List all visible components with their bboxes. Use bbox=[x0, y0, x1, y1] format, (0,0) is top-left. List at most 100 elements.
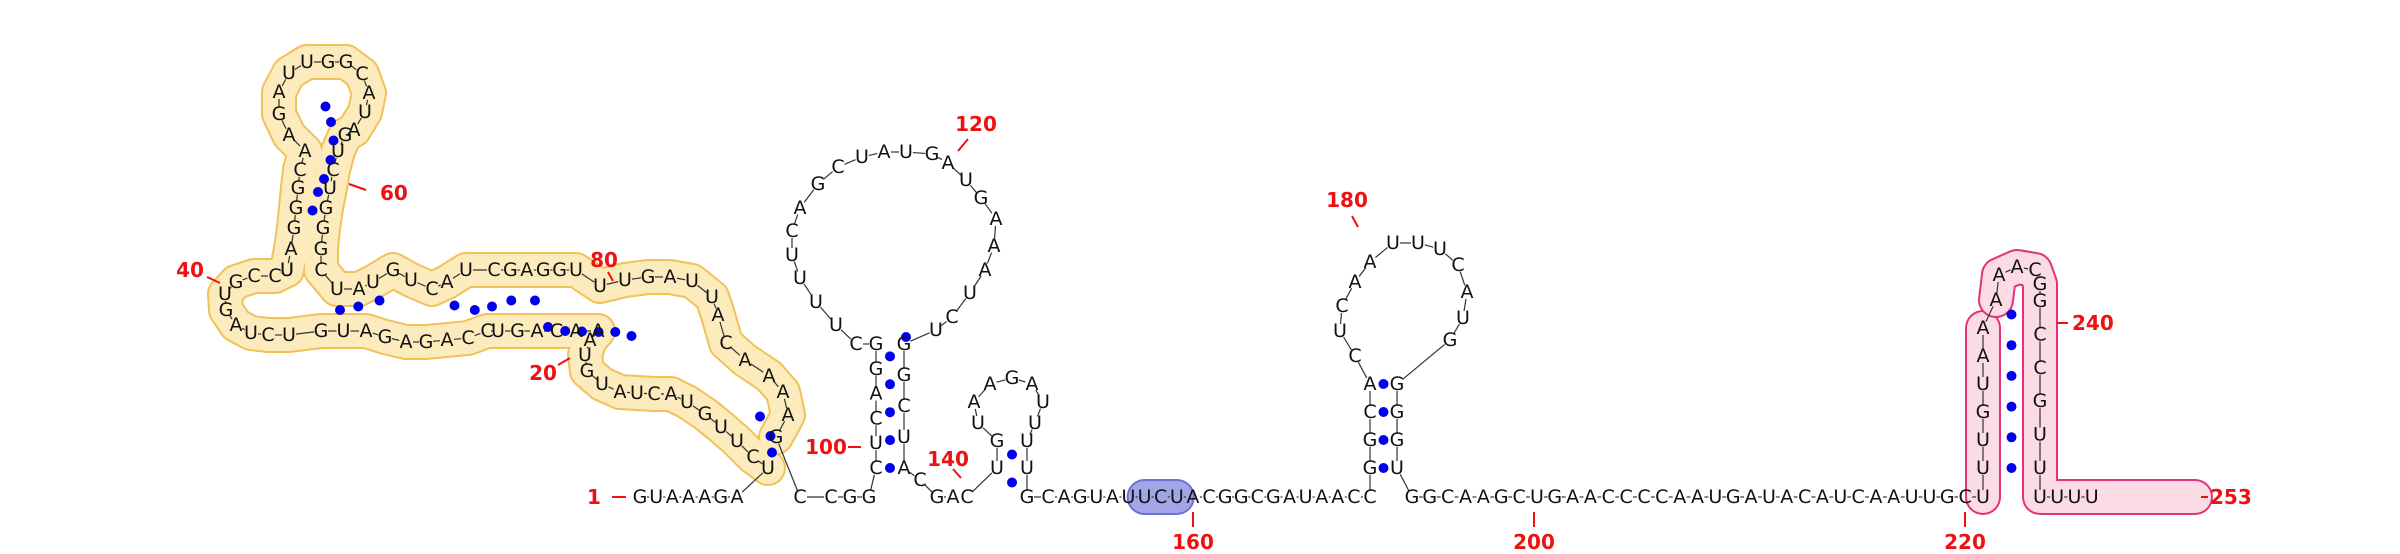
base-pair-dot bbox=[2006, 370, 2017, 381]
nucleotide-64: A bbox=[348, 119, 361, 141]
nucleotide-9: C bbox=[746, 446, 759, 468]
nucleotide-49: G bbox=[287, 217, 302, 239]
position-tick-180 bbox=[1351, 215, 1359, 228]
nucleotide-205: C bbox=[1602, 486, 1615, 508]
backbone-link bbox=[710, 417, 716, 424]
backbone-link bbox=[347, 131, 352, 134]
backbone-link bbox=[296, 194, 298, 202]
nucleotide-25: A bbox=[531, 320, 544, 342]
backbone-link bbox=[453, 338, 462, 340]
nucleotide-200: C bbox=[1512, 486, 1525, 508]
backbone-link bbox=[730, 347, 741, 356]
nucleotide-122: G bbox=[925, 143, 940, 165]
backbone-link bbox=[783, 398, 788, 409]
position-tick-40 bbox=[206, 276, 221, 284]
nucleotide-159: U bbox=[1138, 486, 1152, 508]
nucleotide-78: C bbox=[425, 278, 438, 300]
backbone-link bbox=[676, 277, 686, 281]
nucleotide-192: G bbox=[1390, 429, 1405, 451]
base-pair-dot bbox=[2006, 432, 2017, 443]
backbone-link bbox=[592, 334, 596, 337]
nucleotide-75: U bbox=[366, 271, 380, 293]
nucleotide-81: C bbox=[487, 259, 500, 281]
nucleotide-173: C bbox=[1363, 486, 1376, 508]
backbone-link bbox=[909, 471, 915, 477]
nucleotide-162: A bbox=[1186, 486, 1199, 508]
nucleotide-227: U bbox=[1976, 457, 1990, 479]
base-pair-dot bbox=[1007, 449, 1017, 460]
nucleotide-222: U bbox=[1905, 486, 1919, 508]
nucleotide-110: C bbox=[849, 333, 862, 355]
nucleotide-5: A bbox=[698, 486, 711, 508]
nucleotide-31: G bbox=[419, 331, 434, 353]
base-pair-dot bbox=[1378, 407, 1389, 417]
backbone-link bbox=[581, 273, 595, 283]
nucleotide-103: G bbox=[862, 486, 877, 508]
backbone-link bbox=[229, 315, 233, 320]
nucleotide-182: A bbox=[1364, 251, 1377, 273]
base-pair-dot bbox=[328, 135, 339, 146]
position-label-240: 240 bbox=[2072, 311, 2114, 335]
nucleotide-94: C bbox=[719, 332, 732, 354]
nucleotide-12: G bbox=[698, 403, 713, 425]
position-label-20: 20 bbox=[529, 361, 557, 385]
base-pair-layer bbox=[307, 101, 2017, 488]
nucleotide-225: C bbox=[1959, 486, 1972, 508]
base-pair-dot bbox=[755, 411, 765, 422]
nucleotide-183: U bbox=[1386, 232, 1400, 254]
nucleotide-51: G bbox=[291, 177, 306, 199]
nucleotide-203: A bbox=[1566, 486, 1579, 508]
backbone-link bbox=[2023, 267, 2029, 270]
nucleotide-71: G bbox=[314, 238, 329, 260]
nucleotide-83: A bbox=[520, 259, 533, 281]
backbone-link bbox=[697, 284, 707, 294]
nucleotide-176: C bbox=[1363, 401, 1376, 423]
base-pair-dot bbox=[901, 332, 911, 342]
nucleotide-212: G bbox=[1726, 486, 1741, 508]
nucleotide-177: A bbox=[1364, 373, 1377, 395]
nucleotide-117: G bbox=[811, 173, 826, 195]
nucleotide-209: A bbox=[1673, 486, 1686, 508]
nucleotide-241: G bbox=[2033, 390, 2048, 412]
nucleotide-86: U bbox=[569, 259, 583, 281]
nucleotide-17: A bbox=[614, 381, 627, 403]
nucleotide-236: C bbox=[2028, 259, 2041, 281]
nucleotide-90: A bbox=[664, 266, 677, 288]
nucleotide-57: U bbox=[282, 62, 296, 84]
nucleotide-68: U bbox=[323, 177, 337, 199]
nucleotide-97: A bbox=[777, 381, 790, 403]
backbone-link bbox=[676, 396, 682, 400]
nucleotide-240: C bbox=[2033, 357, 2046, 379]
backbone-link bbox=[340, 141, 343, 145]
backbone-link bbox=[912, 151, 926, 155]
backbone-link bbox=[1985, 306, 1994, 322]
base-pair-dot bbox=[2006, 309, 2017, 320]
backbone-link bbox=[1463, 298, 1467, 312]
nucleotide-247: U bbox=[2085, 486, 2099, 508]
base-pair-dot bbox=[335, 305, 345, 315]
nucleotide-48: A bbox=[285, 238, 298, 260]
base-pair-dot bbox=[1378, 463, 1389, 473]
base-pair-dot bbox=[506, 295, 517, 306]
nucleotide-232: A bbox=[1977, 317, 1990, 339]
nucleotide-55: G bbox=[272, 103, 287, 125]
position-label-120: 120 bbox=[955, 112, 997, 136]
backbone-link bbox=[1424, 244, 1434, 248]
nucleotide-133: G bbox=[897, 364, 912, 386]
backbone-link bbox=[294, 214, 296, 222]
nucleotide-96: A bbox=[763, 365, 776, 387]
base-pair-dot bbox=[353, 301, 364, 312]
nucleotide-82: G bbox=[503, 259, 518, 281]
nucleotide-142: G bbox=[990, 430, 1005, 452]
nucleotide-194: G bbox=[1405, 486, 1420, 508]
backbone-layer bbox=[224, 61, 2085, 498]
nucleotide-52: C bbox=[293, 159, 306, 181]
nucleotide-134: C bbox=[897, 395, 910, 417]
nucleotide-148: U bbox=[1036, 391, 1050, 413]
nucleotide-210: A bbox=[1691, 486, 1704, 508]
backbone-link bbox=[323, 214, 326, 222]
base-pair-dot bbox=[885, 351, 895, 362]
nucleotide-140: C bbox=[960, 486, 973, 508]
nucleotide-119: U bbox=[855, 146, 869, 168]
